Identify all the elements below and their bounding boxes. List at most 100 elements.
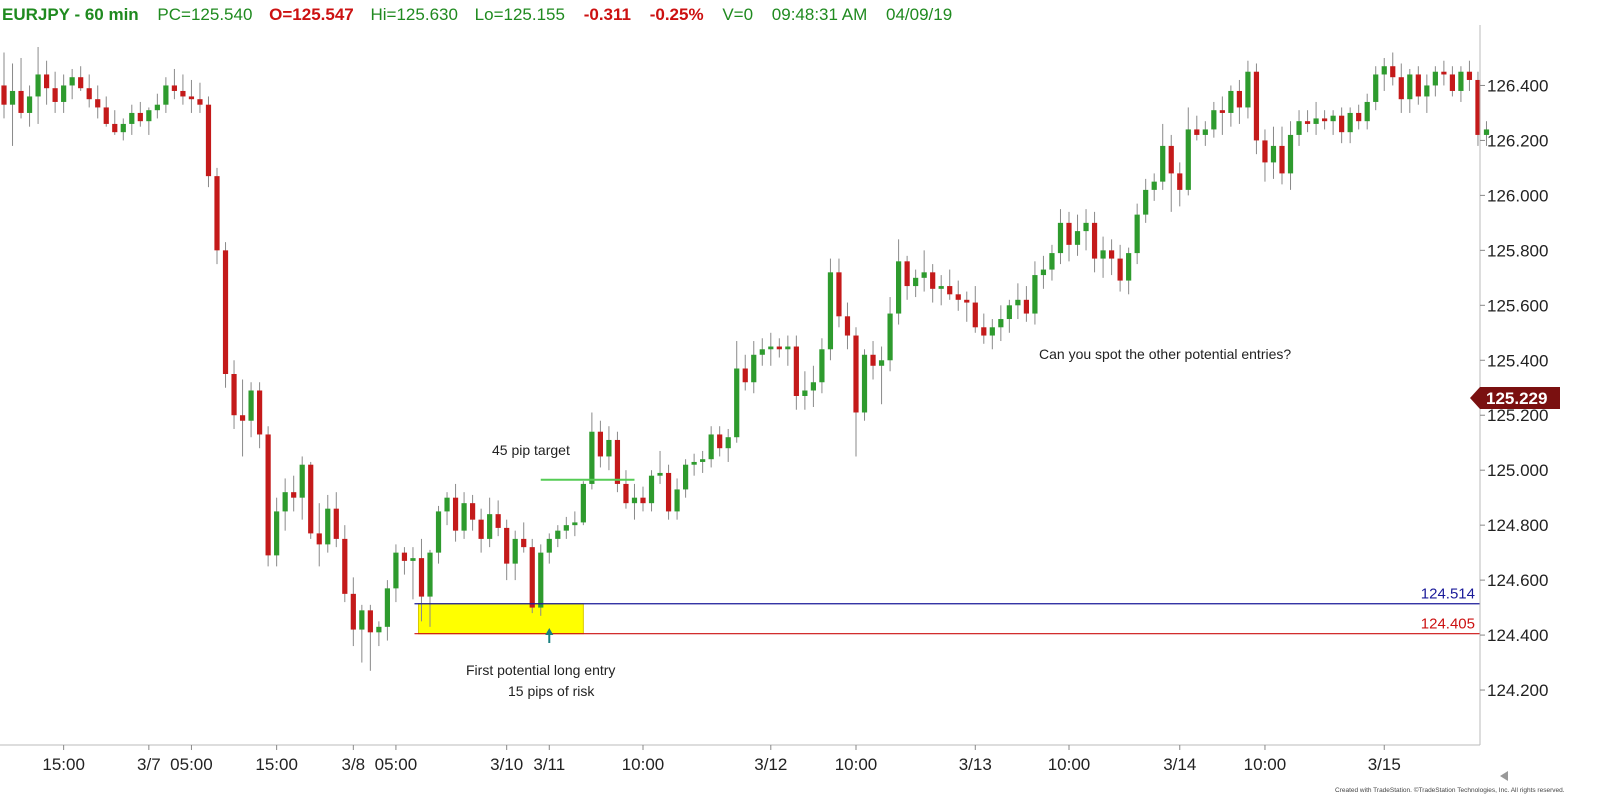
candle-body-down	[291, 492, 297, 498]
candle-body-down	[1117, 258, 1123, 281]
candle-body-down	[521, 538, 527, 548]
candle-body-down	[1398, 77, 1404, 100]
candle-body-down	[504, 527, 510, 564]
candle-body-down	[1066, 222, 1072, 245]
candle-body-down	[265, 434, 271, 556]
candle-body-down	[103, 107, 109, 124]
y-tick-label: 125.800	[1487, 241, 1548, 260]
candle-body-down	[623, 483, 629, 504]
candle-body-down	[964, 299, 970, 303]
y-tick-label: 125.000	[1487, 461, 1548, 480]
candle-body-up	[555, 530, 561, 539]
entry-label-line1: First potential long entry	[466, 662, 615, 678]
x-tick-label: 3/11	[533, 755, 565, 774]
candle-body-up	[938, 286, 944, 289]
candle-body-down	[972, 302, 978, 328]
candle-body-down	[1449, 74, 1455, 91]
header-hi: Hi=125.630	[371, 5, 458, 24]
x-tick-label: 10:00	[622, 755, 665, 774]
candle-body-down	[495, 514, 501, 528]
x-tick-label: 10:00	[1048, 755, 1091, 774]
candle-body-up	[1015, 299, 1021, 306]
candle-body-down	[665, 472, 672, 512]
header-time: 09:48:31 AM	[772, 5, 867, 24]
candle-body-up	[989, 327, 995, 336]
x-tick-label: 3/13	[959, 755, 992, 774]
candle-body-down	[793, 346, 799, 396]
entry-level-label: 124.514	[1421, 586, 1475, 603]
candle-body-up	[435, 511, 442, 553]
candle-body-down	[1177, 173, 1183, 190]
risk-zone-highlight	[417, 603, 584, 635]
candle-body-up	[1245, 71, 1251, 108]
candle-body-down	[222, 250, 229, 375]
candle-body-down	[1253, 71, 1260, 141]
candle-body-down	[1466, 71, 1473, 80]
candle-body-up	[1100, 250, 1106, 259]
candle-body-up	[913, 277, 919, 287]
candle-body-up	[827, 272, 834, 350]
candle-body-up	[154, 104, 160, 111]
candle-body-up	[444, 497, 450, 512]
x-tick-label: 3/12	[754, 755, 787, 774]
candle-body-down	[1304, 121, 1311, 124]
candle-body-down	[776, 346, 782, 350]
candle-body-down	[180, 90, 186, 97]
question-label: Can you spot the other potential entries…	[1039, 346, 1291, 362]
candle-body-down	[478, 519, 484, 539]
candle-body-up	[1424, 85, 1430, 97]
candle-body-down	[1441, 71, 1447, 75]
entry-arrow	[545, 628, 554, 643]
scroll-left-icon[interactable]	[1500, 771, 1508, 781]
candle-body-up	[1211, 110, 1217, 130]
levels-layer: 124.514 124.405	[414, 478, 1480, 635]
candle-body-down	[205, 104, 212, 177]
candle-body-up	[1006, 305, 1012, 320]
x-axis-ticks: 15:00 3/7 05:00 15:00 3/8 05:00 3/10 3/11 10:00 3…	[42, 745, 1401, 774]
stop-level-label: 124.405	[1421, 616, 1475, 633]
candle-body-up	[725, 437, 731, 449]
candle-body-down	[137, 112, 143, 122]
candle-body-up	[1270, 145, 1277, 163]
candle-body-up	[580, 483, 586, 523]
last-price-label: 125.229	[1486, 389, 1547, 408]
y-axis-ticks: 126.400 126.200 126.000 125.800 125.600 125.4…	[1480, 76, 1548, 700]
candle-body-up	[325, 508, 331, 545]
last-price-tag: 125.229	[1470, 387, 1560, 409]
candle-body-down	[342, 538, 348, 594]
candle-body-down	[316, 533, 322, 545]
candle-body-up	[61, 85, 67, 102]
candle-body-up	[9, 90, 16, 105]
candle-body-down	[1322, 118, 1328, 122]
candle-body-up	[657, 472, 663, 476]
candle-body-up	[427, 552, 433, 597]
candle-body-up	[572, 522, 578, 526]
x-tick-label: 3/10	[490, 755, 523, 774]
header-open: O=125.547	[269, 5, 354, 24]
candle-body-up	[384, 588, 390, 627]
candle-body-down	[1390, 66, 1396, 78]
candle-body-down	[112, 123, 118, 133]
candle-body-down	[86, 88, 92, 100]
candle-body-down	[18, 90, 24, 113]
candle-body-up	[759, 349, 765, 355]
candle-body-up	[69, 77, 75, 86]
candle-body-up	[734, 368, 740, 438]
candle-body-up	[1296, 121, 1302, 135]
candle-body-down	[52, 88, 58, 102]
candle-body-up	[887, 313, 893, 361]
header-change: -0.311	[584, 5, 631, 24]
candle-body-down	[1023, 299, 1029, 314]
candle-body-up	[35, 74, 41, 97]
candle-body-down	[597, 431, 603, 457]
candle-body-up	[1313, 118, 1319, 124]
candle-body-down	[1168, 145, 1174, 174]
candle-body-down	[955, 294, 961, 300]
candle-body-down	[836, 272, 842, 317]
candle-body-up	[393, 552, 399, 589]
candle-body-up	[1407, 74, 1413, 100]
candle-body-down	[1356, 112, 1362, 122]
x-tick-label: 3/14	[1163, 755, 1196, 774]
candle-body-down	[904, 261, 910, 287]
